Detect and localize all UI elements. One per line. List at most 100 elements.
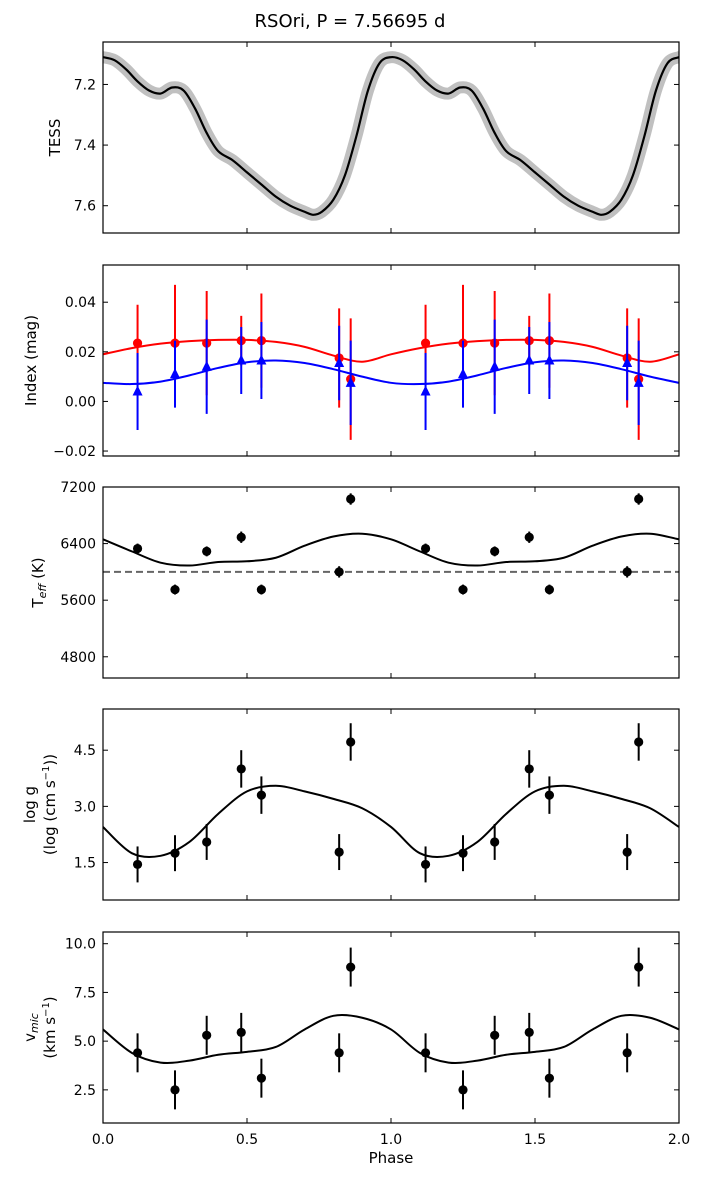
data-point bbox=[256, 354, 267, 365]
data-point bbox=[544, 1073, 555, 1083]
y-tick-label: 0.00 bbox=[65, 394, 96, 410]
data-point bbox=[132, 1048, 143, 1058]
tess-scatter-band bbox=[103, 51, 679, 221]
data-point bbox=[236, 1027, 246, 1037]
data-point bbox=[334, 847, 344, 857]
x-tick-label: 1.5 bbox=[524, 1132, 546, 1148]
y-tick-label: 2.5 bbox=[74, 1083, 96, 1099]
data-point bbox=[132, 859, 143, 870]
data-point bbox=[622, 356, 633, 367]
data-point bbox=[170, 1085, 180, 1095]
data-point bbox=[346, 962, 356, 972]
y-tick-label: 7200 bbox=[60, 480, 96, 496]
data-point bbox=[236, 354, 247, 365]
y-axis-label-line2: (log (cm s−1)) bbox=[41, 754, 59, 855]
data-point bbox=[170, 368, 180, 379]
axes-frame bbox=[102, 931, 680, 1124]
data-point bbox=[420, 859, 431, 870]
data-point bbox=[201, 360, 212, 371]
y-tick-label: 4.5 bbox=[74, 743, 96, 759]
data-point bbox=[420, 1048, 431, 1058]
data-point bbox=[490, 837, 500, 847]
y-tick-label: 6400 bbox=[60, 537, 96, 553]
data-point bbox=[634, 737, 644, 747]
data-point bbox=[524, 1027, 534, 1037]
data-point bbox=[256, 1073, 266, 1083]
data-point bbox=[622, 1048, 632, 1058]
data-point bbox=[622, 567, 632, 577]
y-axis-label: vmic bbox=[21, 1013, 41, 1042]
x-tick-label: 0.0 bbox=[92, 1132, 114, 1148]
data-point bbox=[622, 847, 632, 857]
panel-1: 7.2 7.4 7.6 TESS bbox=[46, 41, 680, 234]
y-axis-label: Index (mag) bbox=[22, 315, 40, 406]
data-point bbox=[346, 737, 356, 747]
data-point bbox=[346, 494, 356, 504]
plot-area bbox=[103, 284, 679, 440]
y-tick-label: −0.02 bbox=[53, 444, 96, 460]
data-point bbox=[420, 385, 431, 396]
y-axis-label: TESS bbox=[46, 119, 64, 158]
data-point bbox=[202, 546, 212, 556]
panel-4: 1.5 3.0 4.5 log g (log (cm s−1)) bbox=[21, 708, 680, 901]
y-axis-label: Teff (K) bbox=[29, 557, 49, 608]
axes-frame bbox=[102, 41, 680, 234]
plot-area bbox=[103, 493, 679, 595]
data-point bbox=[458, 1085, 468, 1095]
data-point bbox=[132, 338, 143, 348]
data-point bbox=[132, 385, 143, 396]
data-point bbox=[634, 962, 644, 972]
data-point bbox=[544, 354, 555, 365]
data-point bbox=[490, 1030, 500, 1040]
axes-frame bbox=[102, 264, 680, 457]
figure-title: RSOri, P = 7.56695 d bbox=[255, 11, 446, 32]
v_mic-fit-line bbox=[103, 1013, 679, 1065]
data-point bbox=[633, 376, 644, 387]
Teff-fit-line bbox=[103, 532, 679, 567]
data-point bbox=[345, 376, 356, 387]
x-axis-label: Phase bbox=[369, 1149, 414, 1167]
data-point bbox=[256, 584, 266, 595]
y-tick-label: 5600 bbox=[60, 593, 96, 609]
y-tick-label: 7.6 bbox=[74, 199, 96, 215]
plot-area bbox=[103, 947, 679, 1110]
data-point bbox=[458, 584, 468, 595]
data-point bbox=[458, 368, 468, 379]
y-tick-label: 0.02 bbox=[65, 345, 96, 361]
data-point bbox=[544, 790, 555, 800]
x-tick-label: 1.0 bbox=[380, 1132, 402, 1148]
data-point bbox=[170, 848, 180, 858]
data-point bbox=[490, 546, 500, 556]
data-point bbox=[634, 494, 644, 504]
data-point bbox=[202, 837, 212, 847]
y-tick-label: 0.04 bbox=[65, 295, 96, 311]
data-point bbox=[334, 356, 345, 367]
data-point bbox=[334, 1048, 344, 1058]
panel-5: 2.5 5.0 7.5 10.0 0.0 0.5 1.0 1.5 2.0 vmic (km s−1) bbox=[21, 931, 690, 1148]
data-point bbox=[524, 532, 534, 542]
log-g-fit-line bbox=[103, 784, 679, 859]
plot-area bbox=[103, 723, 679, 883]
y-axis-label: log g bbox=[21, 786, 39, 823]
data-point bbox=[236, 532, 246, 542]
data-point bbox=[202, 1030, 212, 1040]
x-tick-label: 0.5 bbox=[236, 1132, 258, 1148]
y-tick-label: 7.2 bbox=[74, 77, 96, 93]
data-point bbox=[170, 584, 180, 595]
y-tick-label: 7.4 bbox=[74, 138, 96, 154]
panel-2: −0.02 0.00 0.02 0.04 Index (mag) bbox=[22, 264, 680, 460]
y-tick-label: 4800 bbox=[60, 650, 96, 666]
y-axis-label-line2: (km s−1) bbox=[41, 996, 59, 1058]
x-tick-label: 2.0 bbox=[668, 1132, 690, 1148]
y-tick-label: 10.0 bbox=[65, 937, 96, 953]
axes-frame bbox=[102, 708, 680, 901]
data-point bbox=[458, 848, 468, 858]
y-tick-label: 3.0 bbox=[74, 799, 96, 815]
red-index-fit-line bbox=[103, 338, 679, 363]
data-point bbox=[256, 790, 266, 800]
panel-3: 4800 5600 6400 7200 Teff (K) bbox=[29, 480, 680, 679]
panels: 7.2 7.4 7.6 TESS −0.02 0.00 0.02 0.04 Index (mag… bbox=[21, 41, 690, 1148]
y-tick-label: 1.5 bbox=[74, 856, 96, 872]
axes-frame bbox=[102, 486, 680, 679]
